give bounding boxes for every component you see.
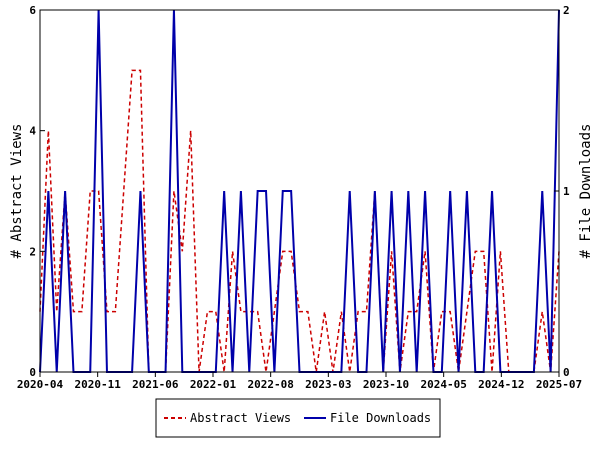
x-tick-label: 2020-11 [74, 378, 121, 391]
x-tick-label: 2023-10 [363, 378, 409, 391]
x-tick-label: 2025-07 [536, 378, 582, 391]
y-left-tick-label: 0 [29, 366, 36, 379]
x-tick-label: 2022-01 [190, 378, 237, 391]
series-line-abstract-views [39, 69, 560, 373]
y-left-tick-label: 4 [29, 125, 36, 138]
x-tick-label: 2024-12 [478, 378, 524, 391]
legend-box [155, 398, 441, 438]
y-right-tick-label: 1 [563, 185, 570, 198]
x-tick-label: 2023-03 [305, 378, 351, 391]
axis-layer: 0 2 4 6 0 1 2 2020-04 2020-11 2021-06 2022-01 2022-… [17, 4, 582, 391]
y-left-tick-label: 2 [29, 245, 36, 258]
y-left-axis-title: # Abstract Views [9, 124, 25, 259]
x-tick-label: 2021-06 [132, 378, 179, 391]
x-tick-label: 2020-04 [17, 378, 64, 391]
x-tick-label: 2024-05 [420, 378, 466, 391]
y-left-tick-label: 6 [29, 4, 36, 17]
y-right-tick-label: 0 [563, 366, 570, 379]
legend-label-file-downloads: File Downloads [330, 411, 431, 425]
y-right-tick-label: 2 [563, 4, 570, 17]
legend: Abstract Views File Downloads [155, 398, 441, 438]
legend-label-abstract-views: Abstract Views [190, 411, 291, 425]
x-tick-label: 2022-08 [247, 378, 293, 391]
y-right-axis-title: # File Downloads [578, 124, 594, 259]
